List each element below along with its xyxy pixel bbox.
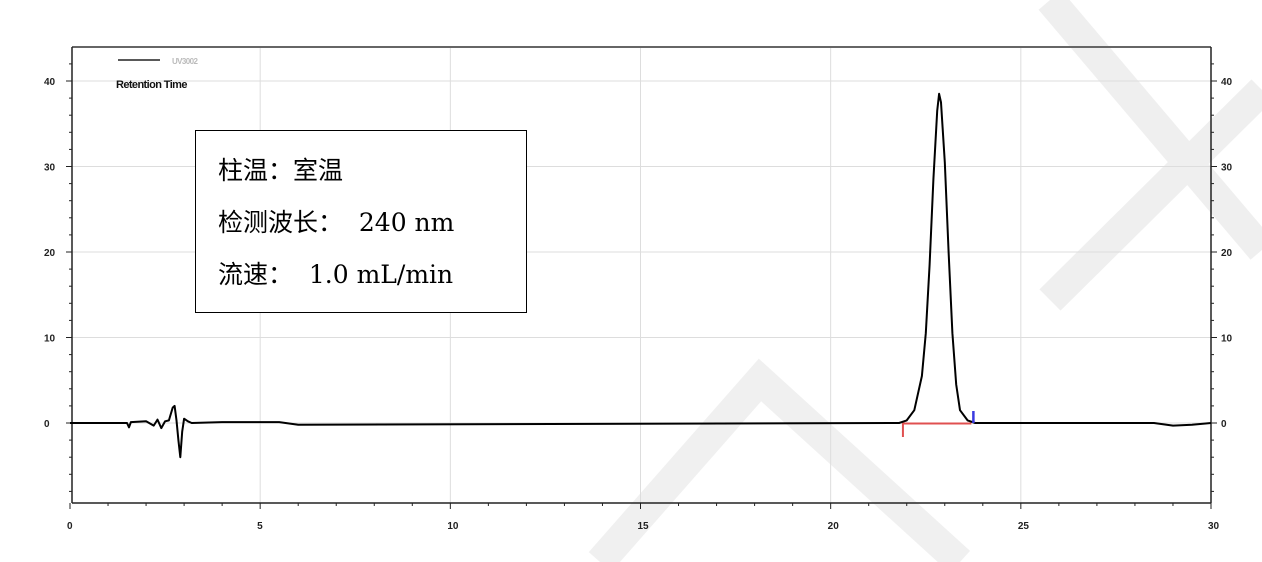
conditions-box: 柱温：室温 检测波长： 240 nm 流速： 1.0 mL/min xyxy=(195,130,527,313)
y-tick-label-left: 10 xyxy=(44,334,56,345)
x-tick-label: 0 xyxy=(67,521,73,532)
y-tick-label-left: 30 xyxy=(44,163,56,174)
y-tick-label-left: 0 xyxy=(44,419,50,430)
legend: UV3002 Retention Time xyxy=(116,57,199,91)
column-temp-text: 柱温：室温 xyxy=(218,156,344,185)
watermark xyxy=(588,0,1262,562)
legend-label: Retention Time xyxy=(116,79,187,91)
y-tick-label-right: 30 xyxy=(1221,163,1233,174)
watermark-stroke xyxy=(588,358,971,562)
x-tick-label: 30 xyxy=(1208,521,1220,532)
legend-entry: UV3002 xyxy=(172,57,198,66)
x-tick-label: 20 xyxy=(828,521,840,532)
x-tick-label: 10 xyxy=(447,521,459,532)
y-tick-label-right: 10 xyxy=(1221,334,1233,345)
flow-rate-text: 流速： 1.0 mL/min xyxy=(218,260,454,289)
watermark-stroke xyxy=(1039,79,1262,311)
y-tick-label-right: 0 xyxy=(1221,419,1227,430)
watermark-stroke xyxy=(1038,0,1262,260)
x-tick-label: 25 xyxy=(1018,521,1030,532)
x-tick-label: 5 xyxy=(257,521,263,532)
y-tick-label-left: 40 xyxy=(44,77,56,88)
series-line-uv3002 xyxy=(70,92,1212,459)
x-tick-label: 15 xyxy=(638,521,650,532)
y-tick-label-left: 20 xyxy=(44,248,56,259)
axes: 0 0 10 10 20 20 30 30 40 40 0 5 10 15 20 25 30 xyxy=(44,46,1233,532)
y-tick-label-right: 40 xyxy=(1221,77,1233,88)
marks xyxy=(70,92,1212,459)
wavelength-text: 检测波长： 240 nm xyxy=(218,208,455,237)
y-tick-label-right: 20 xyxy=(1221,248,1233,259)
